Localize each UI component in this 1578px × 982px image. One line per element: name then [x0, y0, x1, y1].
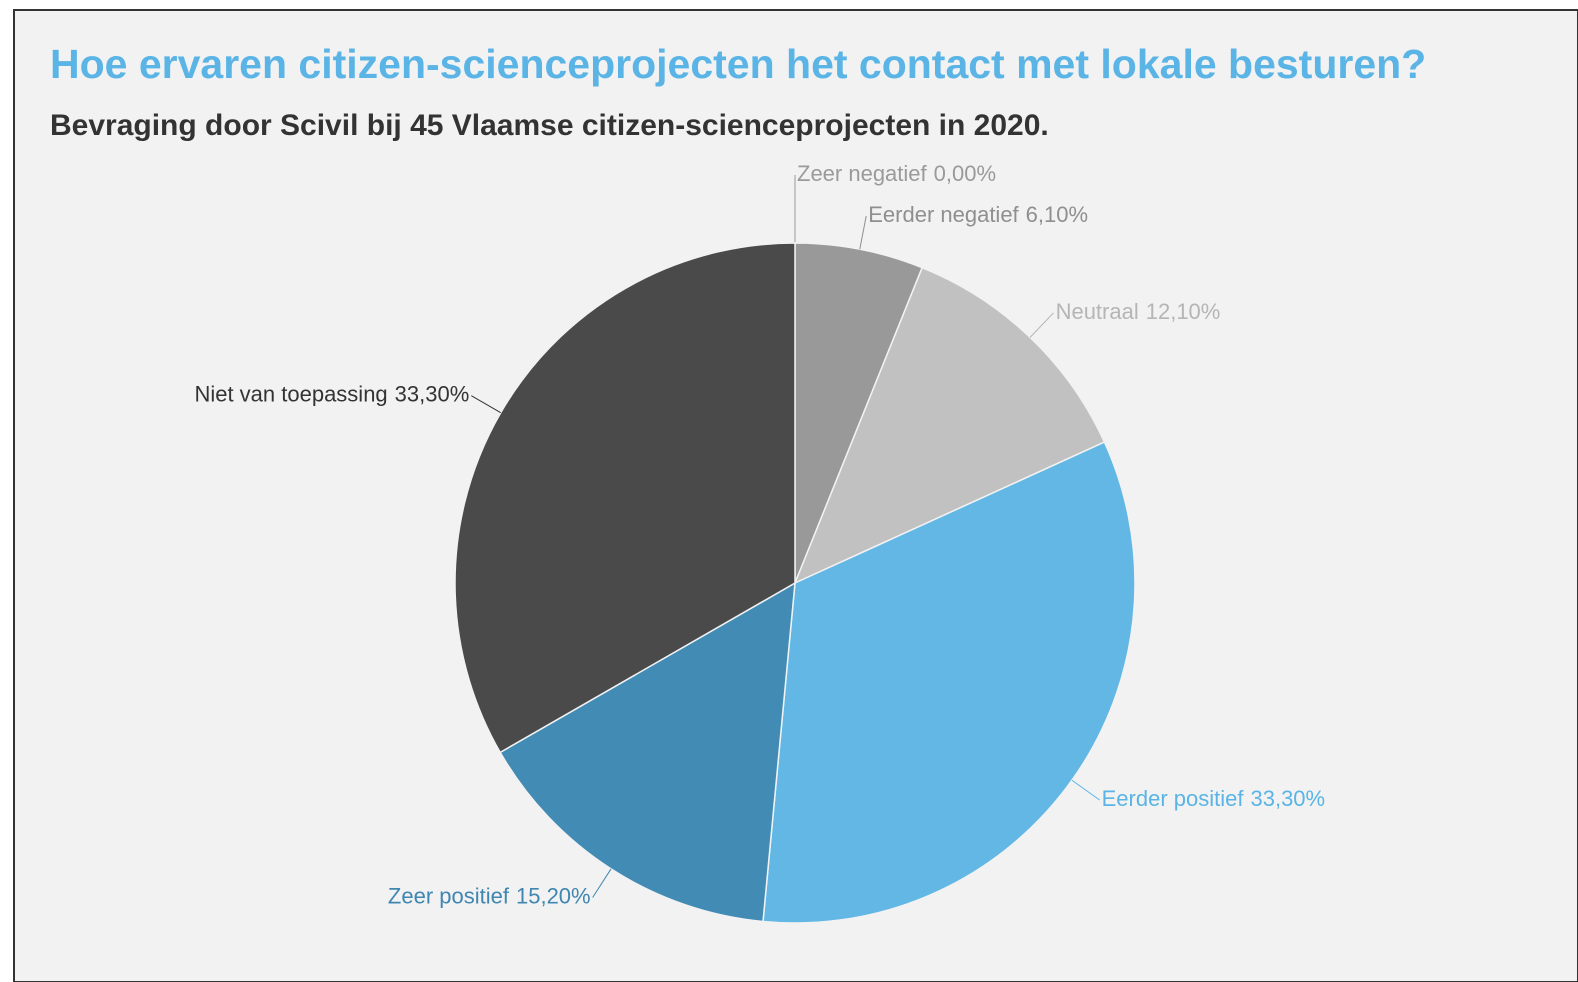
- data-label: Niet van toepassing 33,30%: [194, 381, 469, 406]
- value-label: 33,30%: [1250, 786, 1325, 811]
- data-label: Zeer positief 15,20%: [388, 883, 591, 908]
- leader-line: [592, 868, 612, 898]
- leader-line: [859, 215, 867, 250]
- pie-slice: [794, 242, 924, 584]
- leader-line: [471, 395, 501, 414]
- pie-slice: [454, 242, 796, 754]
- category-label: Eerder negatief: [868, 202, 1019, 227]
- value-label: 6,10%: [1026, 202, 1088, 227]
- value-label: 33,30%: [395, 381, 470, 406]
- pie-slice: [499, 581, 796, 923]
- data-label: Zeer negatief 0,00%: [797, 161, 996, 186]
- data-label: Eerder negatief 6,10%: [868, 202, 1088, 227]
- chart-subtitle: Bevraging door Scivil bij 45 Vlaamse cit…: [50, 109, 1049, 142]
- category-label: Zeer positief: [388, 883, 510, 908]
- category-label: Niet van toepassing: [194, 381, 387, 406]
- value-label: 15,20%: [516, 883, 591, 908]
- category-label: Eerder positief: [1102, 786, 1245, 811]
- leader-line: [1071, 779, 1100, 801]
- category-label: Neutraal: [1056, 299, 1139, 324]
- data-label: Neutraal 12,10%: [1056, 299, 1221, 324]
- value-label: 0,00%: [934, 161, 996, 186]
- pie-slice: [793, 266, 1106, 585]
- chart-title: Hoe ervaren citizen-scienceprojecten het…: [50, 41, 1426, 87]
- pie-slice: [762, 441, 1136, 924]
- category-label: Zeer negatief: [797, 161, 928, 186]
- value-label: 12,10%: [1146, 299, 1221, 324]
- leader-line: [1029, 312, 1054, 338]
- data-label: Eerder positief 33,30%: [1102, 786, 1325, 811]
